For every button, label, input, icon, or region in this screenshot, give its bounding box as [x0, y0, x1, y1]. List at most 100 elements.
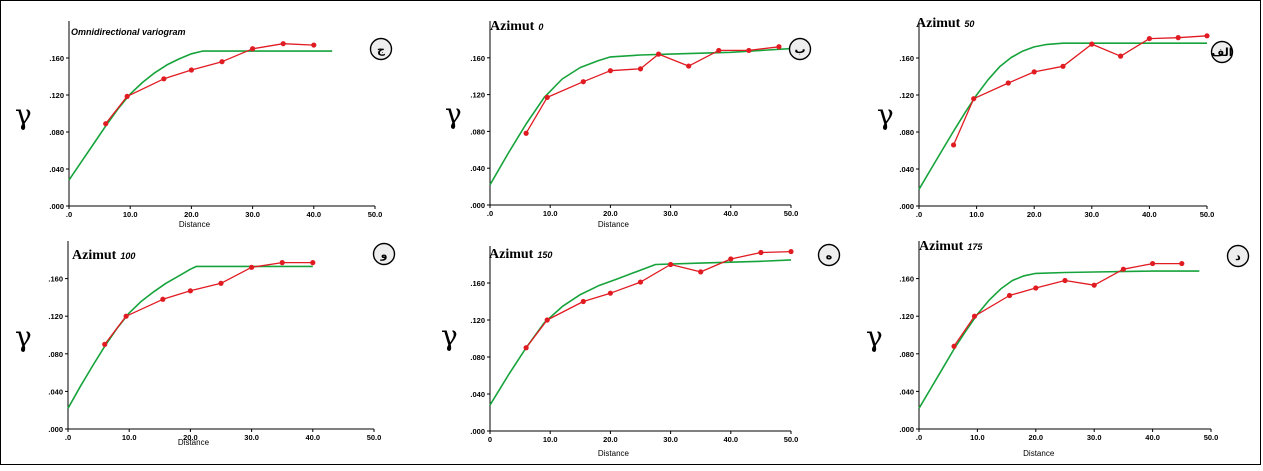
panel-title-azimuth: 100 [120, 251, 135, 261]
experimental-point [250, 46, 256, 52]
experimental-point [124, 93, 130, 99]
y-tick-label: .120 [899, 91, 914, 100]
variogram-panel: 0 10.0 20.0 30.0 40.0 50.0 .000 .040 .080 .120 .16… [441, 243, 841, 458]
y-tick-label: .080 [470, 127, 485, 136]
x-tick-label: 20.0 [184, 210, 199, 219]
y-tick-label: .040 [49, 165, 64, 174]
experimental-variogram-line [525, 46, 780, 134]
panel-badge-label: ب [794, 43, 805, 56]
experimental-point [1062, 277, 1068, 284]
panel-badge-label: الف [1211, 46, 1232, 59]
variogram-panel: .0 10.0 20.0 30.0 40.0 50.0 .000 .040 .080 .120 .1… [866, 239, 1250, 458]
y-tick-label: .000 [470, 427, 485, 436]
x-tick-label: 40.0 [723, 209, 738, 218]
x-tick-label: 30.0 [244, 433, 259, 442]
experimental-point [544, 94, 550, 100]
x-tick-label: .0 [487, 209, 493, 218]
experimental-point [1118, 53, 1124, 59]
x-tick-label: 50.0 [784, 209, 799, 218]
panel-title-azimuth: 0 [538, 22, 543, 32]
x-tick-label: 40.0 [1145, 433, 1160, 442]
panel-badge [788, 37, 812, 61]
experimental-point [637, 279, 644, 285]
experimental-point [686, 63, 692, 69]
y-tick-label: .040 [899, 387, 914, 396]
experimental-point [1179, 260, 1185, 267]
model-variogram-line [918, 42, 1207, 190]
experimental-point [950, 142, 957, 148]
model-variogram-line [489, 47, 792, 186]
experimental-point [607, 290, 614, 296]
experimental-point [758, 249, 764, 256]
experimental-point [218, 280, 224, 286]
experimental-point [523, 130, 529, 136]
x-tick-label: 50.0 [1200, 210, 1215, 219]
experimental-point [1204, 33, 1210, 39]
panel-badge-label: ج [377, 43, 385, 57]
experimental-point [123, 313, 129, 319]
y-axis-label: γ [441, 319, 458, 352]
x-tick-label: .0 [916, 210, 922, 219]
panel-badge-label: د [1235, 250, 1241, 263]
y-tick-label: .160 [470, 54, 485, 63]
x-tick-label: 20.0 [183, 433, 198, 442]
panel-badge [372, 242, 396, 266]
panel-badge-label: ه [826, 249, 833, 262]
panel-badge-label: و [380, 248, 388, 261]
experimental-point [580, 298, 586, 305]
variogram-panel: .0 10.0 20.0 30.0 40.0 50.0 .000 .040 .080 .120 .1… [445, 19, 812, 229]
panel-title: Azimut [489, 247, 534, 262]
experimental-variogram-line [525, 250, 792, 349]
y-tick-label: .120 [49, 91, 64, 100]
x-tick-label: .0 [65, 433, 71, 442]
x-axis-label: Distance [178, 438, 210, 447]
y-tick-label: .160 [48, 275, 63, 284]
experimental-point [971, 96, 977, 102]
x-axis-label: Distance [598, 220, 630, 229]
variogram-panel: .0 10.0 20.0 30.0 40.0 50.0 .000 .040 .080 .120 .1… [15, 241, 396, 447]
experimental-point [1006, 292, 1013, 299]
experimental-point [249, 264, 255, 270]
experimental-point [1091, 282, 1097, 288]
x-tick-label: 10.0 [543, 435, 558, 444]
x-tick-label: 10.0 [543, 209, 558, 218]
experimental-variogram-line [953, 35, 1208, 146]
experimental-point [1175, 35, 1181, 41]
x-tick-label: 0 [488, 435, 492, 444]
y-axis-label: γ [15, 98, 32, 131]
model-variogram-line [68, 50, 333, 181]
experimental-point [188, 67, 194, 73]
x-tick-label: 40.0 [1142, 210, 1157, 219]
x-tick-label: 20.0 [603, 209, 618, 218]
experimental-point [219, 59, 225, 65]
x-tick-label: 50.0 [1204, 433, 1219, 442]
y-tick-label: .120 [470, 316, 485, 325]
experimental-point [102, 341, 108, 347]
x-tick-label: 50.0 [368, 210, 383, 219]
x-tick-label: 40.0 [723, 435, 738, 444]
experimental-point [280, 41, 286, 47]
y-tick-label: .000 [899, 425, 914, 434]
experimental-point [951, 343, 957, 349]
x-tick-label: 20.0 [1028, 433, 1043, 442]
x-tick-label: 50.0 [367, 433, 382, 442]
experimental-point [637, 66, 644, 72]
panel-title-azimuth: 175 [967, 242, 983, 252]
x-tick-label: 30.0 [245, 210, 260, 219]
panel-title: Azimut [72, 248, 117, 263]
experimental-point [1031, 69, 1037, 75]
panel-title-azimuth: 50 [964, 19, 974, 29]
experimental-point [279, 260, 285, 266]
y-tick-label: .080 [49, 128, 64, 137]
experimental-point [523, 345, 529, 351]
experimental-point [788, 248, 794, 255]
experimental-point [698, 269, 704, 275]
experimental-point [728, 256, 734, 262]
experimental-point [187, 288, 193, 294]
x-tick-label: 20.0 [1027, 210, 1042, 219]
y-tick-label: .080 [470, 353, 485, 362]
y-tick-label: .080 [48, 350, 63, 359]
y-tick-label: .040 [470, 164, 485, 173]
variogram-panel: .0 10.0 20.0 30.0 40.0 50.0 .000 .040 .080 .120 .1… [877, 16, 1234, 219]
experimental-point [1150, 260, 1156, 267]
